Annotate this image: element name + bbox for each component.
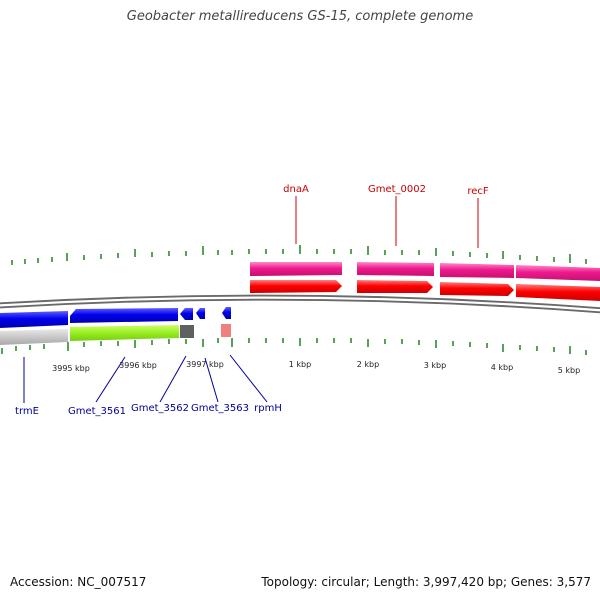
inner-tick-marks (1, 338, 587, 355)
label-Gmet_3562[interactable]: Gmet_3562 (131, 403, 189, 414)
label-Gmet_3561[interactable]: Gmet_3561 (68, 406, 126, 417)
scale-label-3kbp: 3 kbp (424, 361, 446, 370)
label-connectors (23, 196, 479, 403)
cds-trmE[interactable] (0, 311, 68, 328)
cds-Gmet_3563[interactable] (196, 308, 205, 319)
reverse-gene-track (0, 324, 231, 345)
gene-rpmH[interactable] (221, 324, 231, 337)
gene-recF[interactable] (440, 263, 514, 278)
cds-rpmH[interactable] (222, 307, 231, 319)
label-dnaA[interactable]: dnaA (283, 184, 309, 195)
scale-label-4kbp: 4 kbp (491, 363, 513, 372)
label-Gmet_3563[interactable]: Gmet_3563 (191, 403, 249, 414)
gene-dnaA[interactable] (250, 262, 342, 276)
gene-trmE[interactable] (0, 329, 68, 345)
reverse-cds-track (0, 307, 231, 328)
label-Gmet_0002[interactable]: Gmet_0002 (368, 184, 426, 195)
forward-gene-track (250, 262, 600, 281)
cds-recF[interactable] (440, 282, 514, 296)
cds-Gmet_3561[interactable] (70, 308, 178, 323)
label-rpmH[interactable]: rpmH (254, 403, 282, 414)
scale-label-3996kbp: 3996 kbp (119, 361, 157, 370)
cds-Gmet_3562[interactable] (180, 308, 193, 320)
scale-label-5kbp: 5 kbp (558, 366, 580, 375)
outer-tick-marks (11, 245, 587, 265)
scale-label-2kbp: 2 kbp (357, 360, 379, 369)
gene-forward-next[interactable] (516, 265, 600, 281)
map-title: Geobacter metallireducens GS-15, complet… (126, 9, 474, 24)
genome-summary-text: Topology: circular; Length: 3,997,420 bp… (261, 575, 591, 589)
scale-label-3995kbp: 3995 kbp (52, 364, 90, 373)
accession-text: Accession: NC_007517 (10, 575, 147, 589)
gene-Gmet_3562[interactable] (180, 325, 194, 338)
scale-label-1kbp: 1 kbp (289, 360, 311, 369)
cds-forward-next[interactable] (516, 284, 600, 301)
label-trmE[interactable]: trmE (15, 406, 39, 417)
forward-cds-track (250, 280, 600, 301)
genome-backbone-highlight (0, 296, 600, 312)
scale-label-3997kbp: 3997 kbp (186, 360, 224, 369)
gene-Gmet_0002[interactable] (357, 262, 434, 276)
cds-Gmet_0002[interactable] (357, 280, 433, 293)
gene-Gmet_3561[interactable] (70, 325, 179, 341)
label-recF[interactable]: recF (467, 186, 489, 197)
cds-dnaA[interactable] (250, 280, 342, 293)
